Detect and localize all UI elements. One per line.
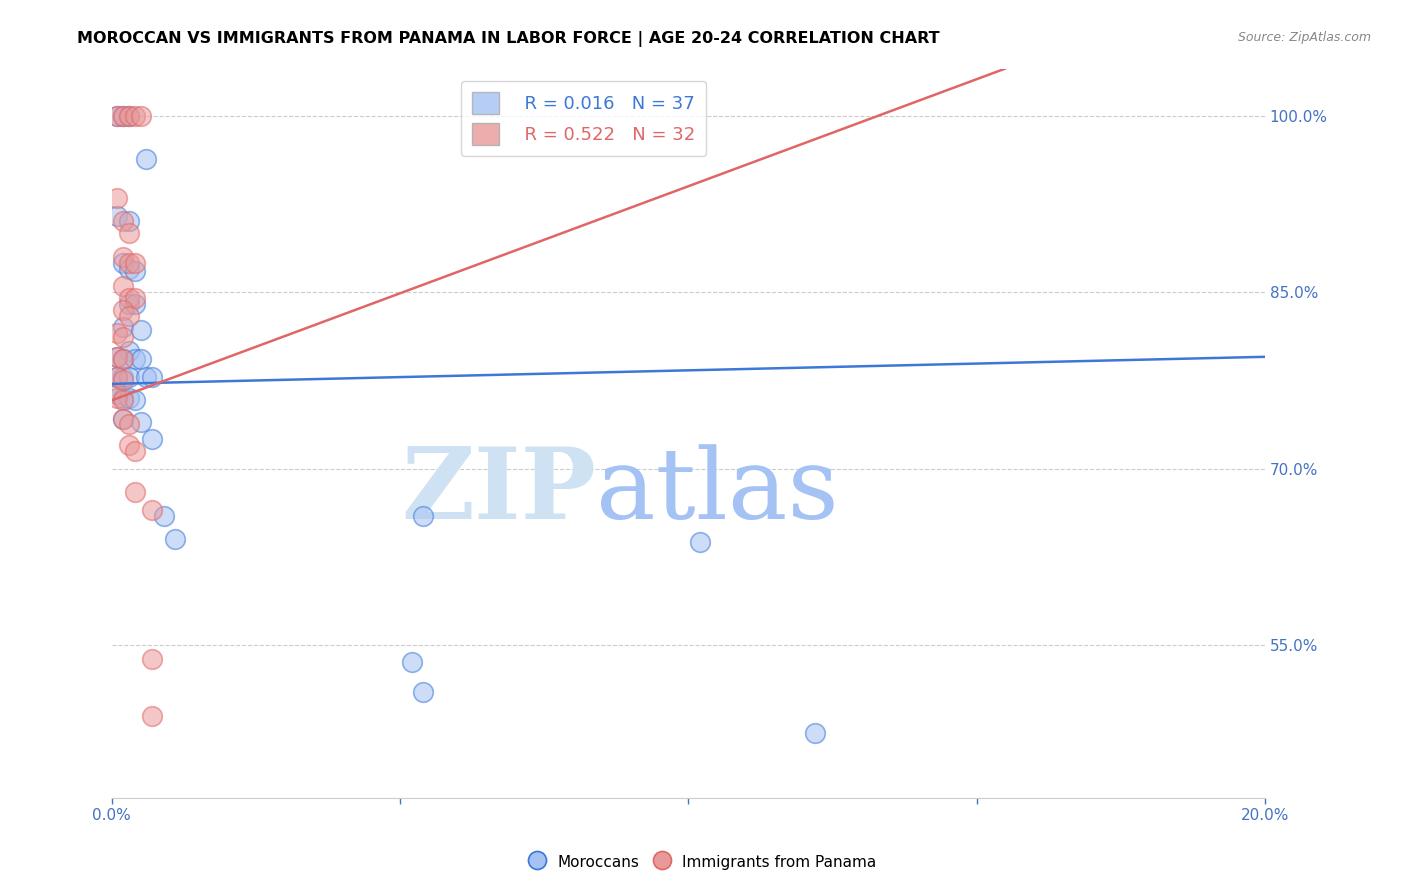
Text: MOROCCAN VS IMMIGRANTS FROM PANAMA IN LABOR FORCE | AGE 20-24 CORRELATION CHART: MOROCCAN VS IMMIGRANTS FROM PANAMA IN LA…	[77, 31, 941, 47]
Point	[124, 352, 146, 367]
Point	[141, 652, 163, 666]
Point	[107, 391, 129, 405]
Point	[118, 417, 141, 431]
Point	[141, 708, 163, 723]
Point	[112, 412, 135, 426]
Point	[118, 297, 141, 311]
Text: ZIP: ZIP	[401, 443, 596, 541]
Point	[107, 369, 129, 384]
Point	[689, 534, 711, 549]
Point	[124, 297, 146, 311]
Point	[107, 387, 129, 401]
Point	[112, 109, 135, 123]
Point	[141, 432, 163, 446]
Point	[129, 352, 152, 367]
Point	[118, 343, 141, 358]
Point	[118, 109, 141, 123]
Point	[107, 350, 129, 364]
Point	[107, 369, 129, 384]
Point	[804, 726, 827, 740]
Point	[118, 214, 141, 228]
Legend:   R = 0.016   N = 37,   R = 0.522   N = 32: R = 0.016 N = 37, R = 0.522 N = 32	[461, 81, 706, 156]
Point	[129, 109, 152, 123]
Point	[124, 444, 146, 458]
Point	[124, 291, 146, 305]
Point	[135, 152, 157, 166]
Point	[124, 485, 146, 500]
Point	[112, 352, 135, 367]
Point	[118, 291, 141, 305]
Point	[118, 109, 141, 123]
Point	[118, 255, 141, 269]
Point	[112, 391, 135, 405]
Point	[112, 255, 135, 269]
Point	[141, 369, 163, 384]
Point	[118, 438, 141, 452]
Point	[107, 350, 129, 364]
Point	[107, 109, 129, 123]
Point	[165, 532, 187, 546]
Point	[112, 214, 135, 228]
Point	[118, 261, 141, 276]
Point	[107, 191, 129, 205]
Point	[124, 109, 146, 123]
Point	[118, 391, 141, 405]
Point	[124, 393, 146, 408]
Text: atlas: atlas	[596, 443, 839, 540]
Point	[112, 373, 135, 387]
Point	[118, 226, 141, 240]
Point	[112, 352, 135, 367]
Text: Source: ZipAtlas.com: Source: ZipAtlas.com	[1237, 31, 1371, 45]
Point	[112, 369, 135, 384]
Point	[107, 326, 129, 341]
Point	[129, 415, 152, 429]
Point	[112, 302, 135, 317]
Point	[107, 109, 129, 123]
Point	[124, 255, 146, 269]
Point	[112, 279, 135, 293]
Point	[129, 323, 152, 337]
Point	[112, 250, 135, 264]
Legend: Moroccans, Immigrants from Panama: Moroccans, Immigrants from Panama	[523, 847, 883, 877]
Point	[412, 508, 434, 523]
Point	[112, 320, 135, 334]
Point	[112, 393, 135, 408]
Point	[112, 412, 135, 426]
Point	[141, 502, 163, 516]
Point	[118, 369, 141, 384]
Point	[124, 264, 146, 278]
Point	[412, 685, 434, 699]
Point	[118, 309, 141, 323]
Point	[135, 369, 157, 384]
Point	[152, 508, 174, 523]
Point	[112, 109, 135, 123]
Point	[401, 655, 423, 669]
Point	[112, 330, 135, 344]
Point	[107, 209, 129, 223]
